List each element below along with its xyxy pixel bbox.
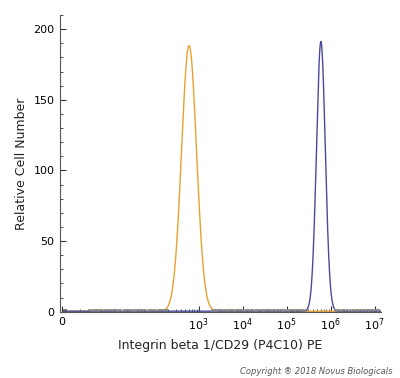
- X-axis label: Integrin beta 1/CD29 (P4C10) PE: Integrin beta 1/CD29 (P4C10) PE: [118, 339, 322, 352]
- Text: Copyright ® 2018 Novus Biologicals: Copyright ® 2018 Novus Biologicals: [240, 367, 392, 376]
- Y-axis label: Relative Cell Number: Relative Cell Number: [15, 97, 28, 229]
